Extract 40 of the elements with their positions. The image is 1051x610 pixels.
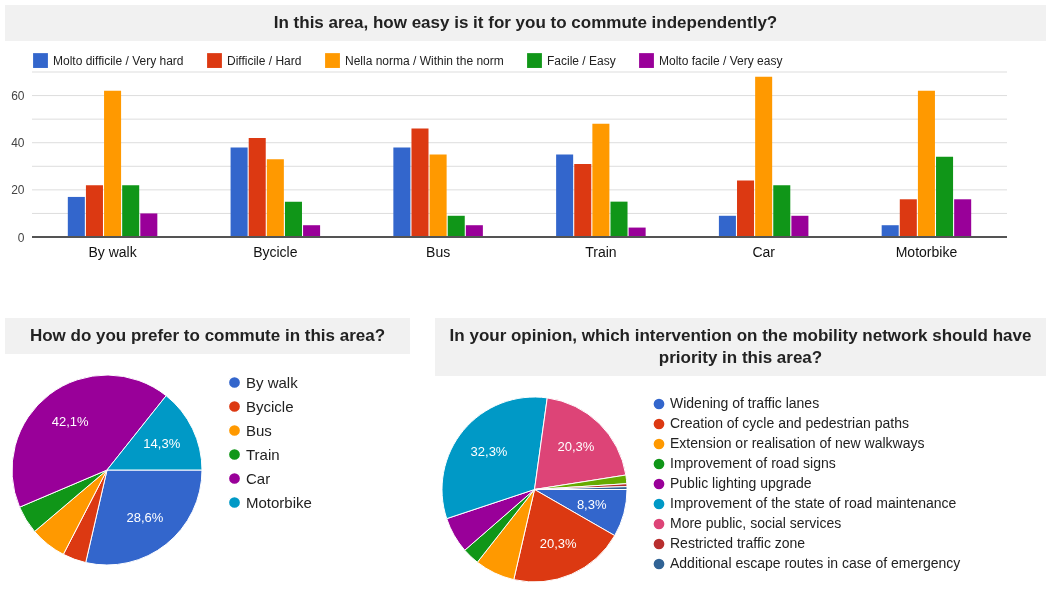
data-label: 14,3% [143,435,181,451]
legend-label: Nella norma / Within the norm [345,53,504,68]
y-tick-label: 0 [17,230,25,245]
legend-label: Additional escape routes in case of emergency [670,555,961,572]
data-label: 20,3% [539,535,578,551]
chart-title: In this area, how easy is it for you to commute independently? [5,5,1046,42]
x-tick-label: Car [752,243,776,260]
legend-label: By walk [246,373,299,391]
legend-label: Bycicle [246,397,294,415]
data-label: 28,6% [126,509,164,525]
legend-label: Molto facile / Very easy [659,53,783,68]
x-tick-label: By walk [88,243,138,260]
legend-label: Improvement of road signs [670,455,836,472]
data-label: 8,3% [576,496,607,512]
x-tick-label: Motorbike [895,243,958,260]
legend-label: Improvement of the state of road maintenance [670,495,957,512]
legend-label: More public, social services [670,515,842,532]
data-label: 32,3% [470,443,508,459]
legend-label: Extension or realisation of new walkways [670,435,925,452]
legend-label: Molto difficile / Very hard [53,53,184,68]
legend-label: Bus [246,421,272,439]
y-tick-label: 60 [11,89,25,104]
x-tick-label: Train [585,243,617,260]
legend-label: Facile / Easy [547,53,616,68]
x-tick-label: Bus [426,243,451,260]
x-tick-label: Bycicle [253,243,298,260]
data-label: 20,3% [557,439,595,455]
legend-label: Motorbike [246,493,312,511]
chart-title: How do you prefer to commute in this area? [5,318,410,355]
legend-label: Difficile / Hard [227,53,302,68]
y-tick-label: 40 [11,136,25,151]
legend-label: Car [246,469,271,487]
legend-label: Public lighting upgrade [670,475,812,492]
legend-label: Widening of traffic lanes [670,395,820,412]
data-label: 42,1% [51,413,90,429]
legend-label: Restricted traffic zone [670,535,806,552]
y-tick-label: 20 [11,183,25,198]
legend-label: Creation of cycle and pedestrian paths [670,415,909,432]
legend-label: Train [246,445,280,463]
chart-title: In your opinion, which intervention on the mobility network should have priority in this area? [435,318,1046,377]
